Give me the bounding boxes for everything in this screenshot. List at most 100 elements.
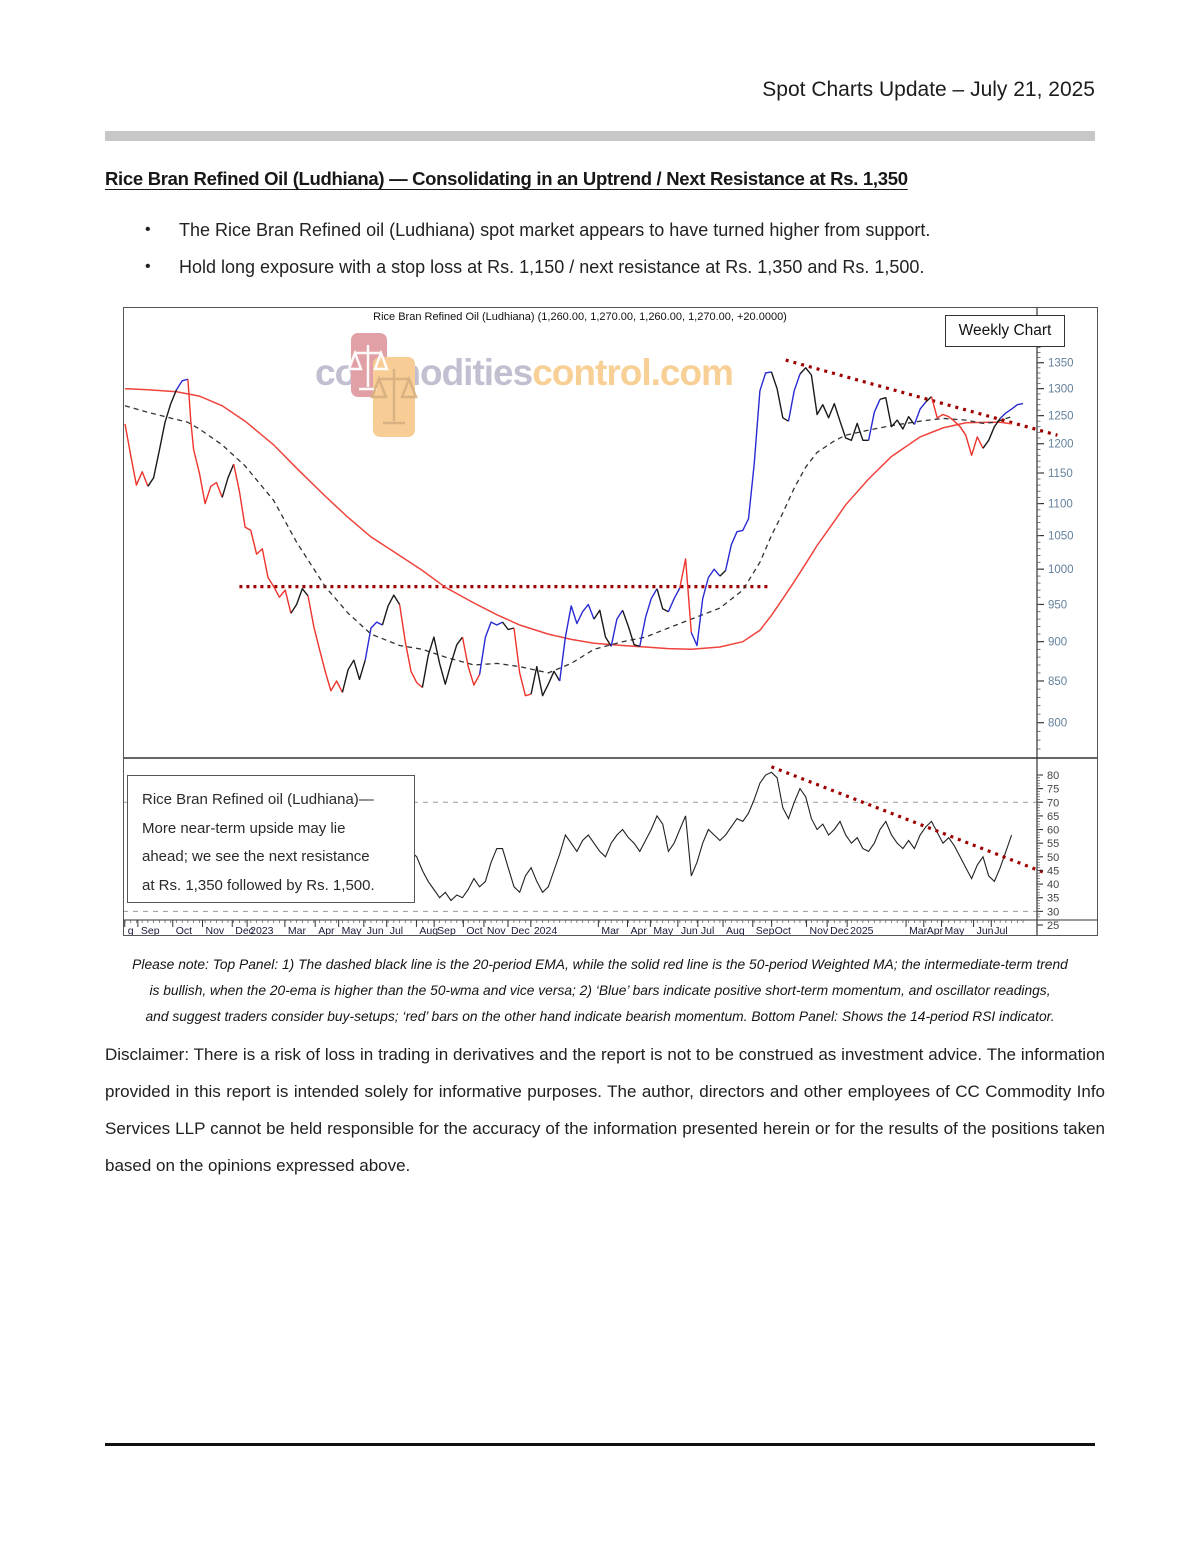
rsi-tick-label: 40 [1047,879,1059,891]
x-tick-label: Oct [466,925,482,936]
rsi-tick-label: 30 [1047,906,1059,918]
x-tick-label: May [342,925,363,936]
price-segment-k [341,659,366,693]
price-segment-b [787,373,801,422]
price-segment-b [724,371,772,571]
price-segment-r [513,627,532,697]
x-tick-label: Jun [977,925,994,936]
price-segment-b [175,378,189,391]
weekly-chart-badge: Weekly Chart [945,315,1065,347]
y-tick-label: 1050 [1048,531,1074,543]
rsi-tick-label: 75 [1047,784,1059,796]
price-segment-k [770,371,789,422]
x-tick-label: 2025 [850,925,874,936]
price-segment-k [221,463,235,498]
x-tick-label: Aug [726,925,745,936]
x-tick-label: Mar [909,925,928,936]
price-chart: 800 850 900 950 1000 1050 1100 1150 1200 1250 1300… [123,307,1098,936]
price-segment-k [381,594,401,626]
price-segment-k [501,621,515,631]
price-segment-k [799,367,869,442]
watermark: commoditiescontrol.com [315,331,734,437]
price-segment-r [187,379,223,505]
x-tick-label: Aug [419,925,438,936]
price-segment-r [398,604,423,689]
x-tick-label: May [945,925,966,936]
x-tick-label: Sep [437,925,456,936]
footer-rule [105,1443,1095,1446]
x-tick-label: Jul [701,925,714,936]
report-title: Rice Bran Refined Oil (Ludhiana) — Conso… [105,168,908,189]
price-segment-k [879,396,915,430]
x-tick-label: Dec [511,925,530,936]
x-tick-label: Jul [994,925,1007,936]
rsi-tick-label: 80 [1047,770,1059,782]
x-tick-label: Jun [681,925,698,936]
x-tick-label: Nov [206,925,225,936]
price-segment-k [593,609,612,647]
bullet-text: The Rice Bran Refined oil (Ludhiana) spo… [179,220,931,240]
chart-title: Rice Bran Refined Oil (Ludhiana) (1,260.… [373,311,787,323]
price-segment-b [610,609,624,647]
rsi-tick-label: 65 [1047,811,1059,823]
footnote-line: Please note: Top Panel: 1) The dashed bl… [132,957,1068,972]
y-tick-label: 1100 [1048,499,1073,511]
rsi-tick-label: 45 [1047,865,1059,877]
price-segment-k [530,665,561,697]
annotation-line: Rice Bran Refined oil (Ludhiana)— [142,791,374,808]
rsi-tick-label: 70 [1047,797,1059,809]
y-tick-label: 850 [1048,676,1067,688]
price-segment-k [621,610,640,647]
y-tick-label: 1200 [1048,439,1074,451]
price-segment-b [667,587,681,612]
x-tick-label: Apr [631,925,648,936]
summary-bullets: • The Rice Bran Refined oil (Ludhiana) s… [145,218,1075,292]
page-header-title: Spot Charts Update – July 21, 2025 [762,78,1095,101]
rsi-trendline [770,765,1047,875]
chart-annotation-box: Rice Bran Refined oil (Ludhiana)— More n… [127,775,415,903]
price-segment-b [364,621,383,661]
price-segment-b [478,621,503,675]
rsi-tick-label: 50 [1047,852,1059,864]
x-tick-label: Dec [830,925,849,936]
chart-footnote: Please note: Top Panel: 1) The dashed bl… [100,952,1100,1030]
y-tick-label: 1300 [1048,384,1074,396]
x-tick-label: 2024 [534,925,558,936]
x-tick-label: Mar [288,925,307,936]
y-tick-label: 950 [1048,599,1067,611]
price-segment-k [421,636,464,688]
price-segment-b [639,588,658,647]
y-tick-label: 1250 [1048,411,1074,423]
price-segment-b [999,402,1024,419]
x-tick-label: Nov [487,925,506,936]
y-tick-label: 1350 [1048,358,1074,370]
rsi-line [410,771,1013,902]
x-tick-label: Dec [235,925,254,936]
price-segment-k [982,417,1001,449]
disclaimer-text: Disclaimer: There is a risk of loss in t… [105,1045,1105,1175]
x-tick-label: Nov [810,925,829,936]
price-segment-b [690,568,721,647]
x-tick-label: Sep [756,925,775,936]
commoditiescontrol-logo-icon [347,333,418,437]
x-tick-label: Sep [141,925,160,936]
wma50-line [124,387,1012,651]
rsi-tick-label: 35 [1047,893,1059,905]
price-segment-r [930,396,984,457]
header-divider-bar [105,131,1095,141]
y-tick-label: 900 [1048,637,1067,649]
price-segment-k [656,588,669,613]
price-segment-r [679,558,692,633]
x-tick-label: Mar [601,925,620,936]
x-tick-label: Oct [176,925,192,936]
x-tick-label: Apr [318,925,335,936]
bullet-item: • Hold long exposure with a stop loss at… [145,255,1075,279]
x-tick-label: g [128,925,134,936]
chart-canvas: 800 850 900 950 1000 1050 1100 1150 1200 1250 1300… [123,307,1098,936]
price-segment-r [307,595,344,693]
footnote-line: is bullish, when the 20-ema is higher th… [149,983,1051,998]
x-tick-label: Oct [775,925,791,936]
annotation-line: ahead; we see the next resistance [142,848,370,865]
price-segment-r [461,636,481,686]
price-segment-b [867,399,881,441]
